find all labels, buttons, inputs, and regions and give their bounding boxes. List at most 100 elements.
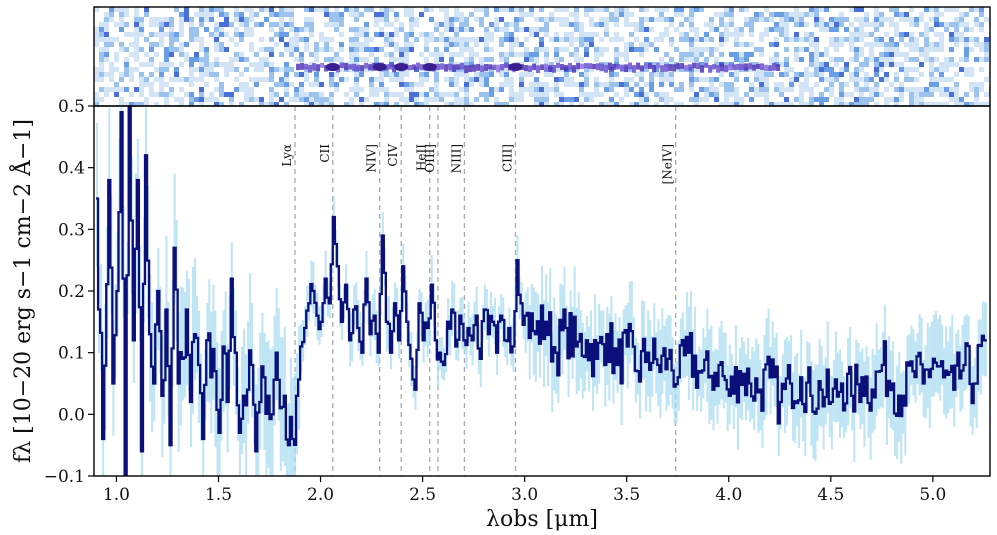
panel-pixel xyxy=(504,7,509,12)
error-band-segment xyxy=(673,364,676,426)
panel-pixel xyxy=(859,77,864,82)
panel-pixel xyxy=(364,7,369,12)
panel-pixel xyxy=(914,92,919,97)
panel-pixel xyxy=(554,37,559,42)
panel-pixel xyxy=(544,27,549,32)
panel-pixel xyxy=(834,22,839,27)
panel-pixel xyxy=(559,7,564,12)
panel-pixel xyxy=(614,57,619,62)
panel-pixel xyxy=(969,37,974,42)
panel-pixel xyxy=(354,72,359,77)
panel-pixel xyxy=(579,37,584,42)
panel-pixel xyxy=(554,77,559,82)
panel-pixel xyxy=(469,47,474,52)
panel-pixel xyxy=(239,72,244,77)
panel-pixel xyxy=(144,52,149,57)
panel-pixel xyxy=(749,42,754,47)
error-band-segment xyxy=(834,331,837,423)
panel-pixel xyxy=(134,17,139,22)
panel-pixel xyxy=(204,67,209,72)
panel-pixel xyxy=(844,27,849,32)
panel-pixel xyxy=(514,17,519,22)
panel-pixel xyxy=(234,7,239,12)
panel-pixel xyxy=(899,32,904,37)
panel-pixel xyxy=(229,102,234,106)
panel-pixel xyxy=(139,27,144,32)
panel-pixel xyxy=(919,97,924,102)
panel-pixel xyxy=(959,97,964,102)
trace-pixel xyxy=(464,65,469,74)
panel-pixel xyxy=(599,47,604,52)
panel-pixel xyxy=(209,17,214,22)
panel-pixel xyxy=(619,52,624,57)
panel-pixel xyxy=(209,7,214,12)
panel-pixel xyxy=(714,57,719,62)
error-band-segment xyxy=(96,122,99,267)
panel-pixel xyxy=(134,87,139,92)
trace-pixel xyxy=(596,63,601,71)
panel-pixel xyxy=(754,67,759,72)
panel-pixel xyxy=(884,97,889,102)
panel-pixel xyxy=(359,72,364,77)
panel-pixel xyxy=(569,12,574,17)
panel-pixel xyxy=(169,37,174,42)
trace-pixel xyxy=(316,64,321,72)
panel-pixel xyxy=(529,12,534,17)
panel-pixel xyxy=(509,52,514,57)
panel-pixel xyxy=(879,12,884,17)
panel-pixel xyxy=(284,12,289,17)
panel-pixel xyxy=(704,77,709,82)
panel-pixel xyxy=(909,47,914,52)
panel-pixel xyxy=(504,32,509,37)
panel-pixel xyxy=(184,42,189,47)
panel-pixel xyxy=(289,52,294,57)
error-band-segment xyxy=(781,354,784,408)
panel-pixel xyxy=(244,57,249,62)
panel-pixel xyxy=(304,67,309,72)
panel-pixel xyxy=(874,82,879,87)
panel-pixel xyxy=(279,12,284,17)
error-band-segment xyxy=(694,306,697,389)
panel-pixel xyxy=(159,37,164,42)
panel-pixel xyxy=(634,92,639,97)
panel-pixel xyxy=(134,22,139,27)
panel-pixel xyxy=(559,97,564,102)
panel-pixel xyxy=(374,57,379,62)
panel-pixel xyxy=(189,22,194,27)
x-tick-label: 1.0 xyxy=(103,485,130,505)
error-band-segment xyxy=(604,334,607,407)
panel-pixel xyxy=(414,67,419,72)
panel-pixel xyxy=(659,62,664,67)
panel-pixel xyxy=(884,72,889,77)
panel-pixel xyxy=(729,102,734,106)
panel-pixel xyxy=(124,47,129,52)
panel-pixel xyxy=(864,12,869,17)
panel-pixel xyxy=(524,27,529,32)
panel-pixel xyxy=(454,82,459,87)
panel-pixel xyxy=(569,52,574,57)
panel-pixel xyxy=(434,57,439,62)
panel-pixel xyxy=(824,87,829,92)
panel-pixel xyxy=(579,72,584,77)
panel-pixel xyxy=(434,77,439,82)
panel-pixel xyxy=(384,52,389,57)
panel-pixel xyxy=(889,37,894,42)
panel-pixel xyxy=(194,67,199,72)
panel-pixel xyxy=(549,62,554,67)
panel-pixel xyxy=(334,87,339,92)
panel-pixel xyxy=(804,37,809,42)
trace-pixel xyxy=(360,65,365,72)
panel-pixel xyxy=(829,57,834,62)
panel-pixel xyxy=(489,72,494,77)
panel-pixel xyxy=(234,77,239,82)
panel-pixel xyxy=(279,22,284,27)
panel-pixel xyxy=(104,22,109,27)
trace-pixel xyxy=(644,63,649,69)
trace-pixel xyxy=(752,64,757,71)
panel-pixel xyxy=(209,67,214,72)
panel-pixel xyxy=(284,82,289,87)
panel-pixel xyxy=(294,87,299,92)
panel-pixel xyxy=(434,97,439,102)
panel-pixel xyxy=(969,27,974,32)
panel-pixel xyxy=(809,92,814,97)
